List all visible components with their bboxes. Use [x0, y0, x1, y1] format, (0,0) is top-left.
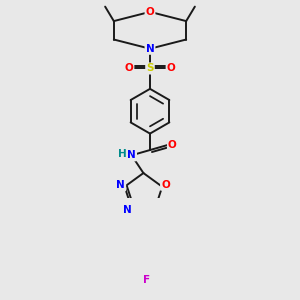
Text: O: O — [167, 64, 176, 74]
Text: O: O — [124, 64, 133, 74]
Text: N: N — [127, 150, 136, 160]
Text: N: N — [116, 180, 125, 190]
Text: N: N — [124, 205, 132, 215]
Text: H: H — [118, 149, 127, 159]
Text: O: O — [161, 180, 170, 190]
Text: F: F — [143, 275, 150, 285]
Text: O: O — [168, 140, 177, 150]
Text: O: O — [146, 7, 154, 17]
Text: S: S — [146, 64, 154, 74]
Text: N: N — [146, 44, 154, 54]
